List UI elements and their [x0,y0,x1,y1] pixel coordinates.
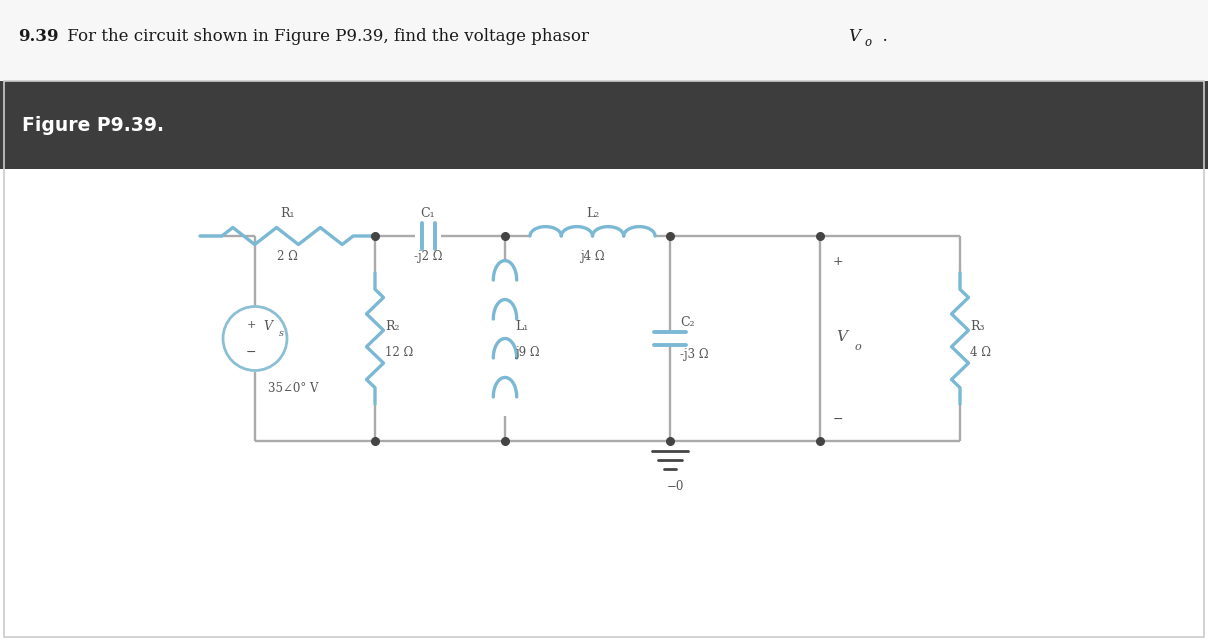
Text: −: − [245,346,256,359]
Text: V: V [848,28,860,44]
Text: +: + [832,254,843,267]
Text: For the circuit shown in Figure P9.39, find the voltage phasor: For the circuit shown in Figure P9.39, f… [62,28,594,44]
Text: −0: −0 [667,481,684,494]
Text: 35∠0° V: 35∠0° V [268,382,318,395]
Text: V: V [836,329,848,344]
Text: C₁: C₁ [420,206,435,219]
Text: 4 Ω: 4 Ω [970,346,991,359]
Text: R₂: R₂ [385,320,400,333]
Text: C₂: C₂ [680,316,695,329]
Text: +: + [246,319,256,329]
Text: 9.39: 9.39 [18,28,58,44]
Text: o: o [854,342,861,351]
Text: 12 Ω: 12 Ω [385,346,413,359]
Text: V: V [263,320,272,333]
Text: j4 Ω: j4 Ω [580,249,605,263]
Text: -j2 Ω: -j2 Ω [414,249,442,263]
Bar [4,81,1204,637]
Bar [0,169,1208,641]
Text: -j3 Ω: -j3 Ω [680,348,709,361]
Text: −: − [832,413,843,426]
Text: L₂: L₂ [586,206,599,219]
Text: j9 Ω: j9 Ω [515,346,540,359]
Bar [0,81,1208,169]
Text: o: o [864,37,871,49]
Text: L₁: L₁ [515,320,528,333]
Text: .: . [872,28,888,44]
Text: R₁: R₁ [280,206,295,219]
Text: s: s [279,329,284,338]
Text: 2 Ω: 2 Ω [277,249,298,263]
Text: R₃: R₃ [970,320,985,333]
Text: Figure P9.39.: Figure P9.39. [22,115,164,135]
